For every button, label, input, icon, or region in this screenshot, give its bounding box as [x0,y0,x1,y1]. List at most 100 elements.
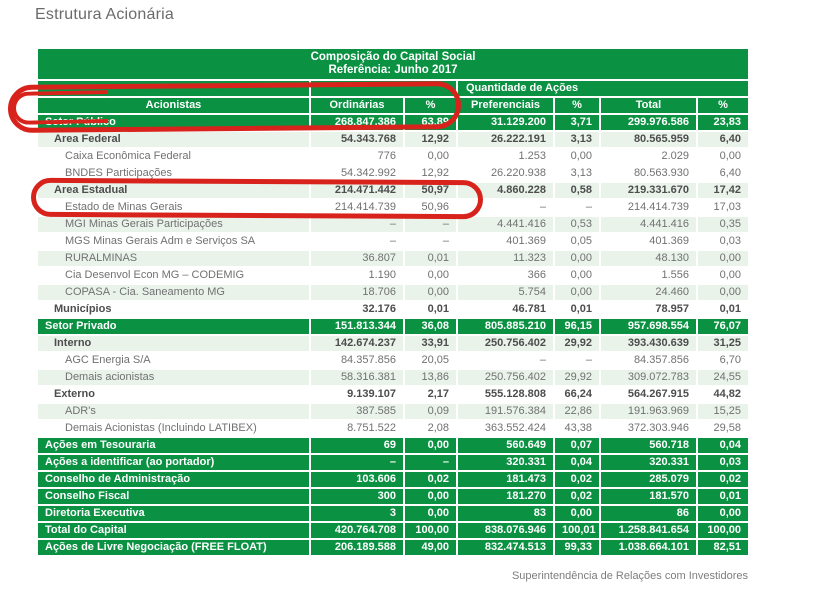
table-row: Conselho Fiscal 300 0,00 181.270 0,02 181.570… [38,487,749,506]
row-value: 4.860.228 [456,181,555,200]
table-row: Cia Desenvol Econ MG – CODEMIG 1.190 0,00 3… [38,266,749,285]
row-value: – [309,453,405,472]
row-value: 29,92 [553,334,601,353]
row-label: Setor Privado [38,317,311,336]
row-value: 0,04 [553,453,601,472]
row-value: 151.813.344 [309,317,405,336]
row-value: 0,00 [403,504,458,523]
row-value: 560.649 [456,436,555,455]
row-value: 0,00 [553,249,601,268]
table-row: Ações em Tesouraria 69 0,00 560.649 0,07 560.… [38,436,749,455]
row-value: 80.565.959 [599,130,698,149]
row-value: 12,92 [403,130,458,149]
table-row: BNDES Participações 54.342.992 12,92 26.220… [38,164,749,183]
row-label: Conselho Fiscal [38,487,311,506]
row-value: 0,00 [695,266,749,285]
row-value: 100,00 [403,521,458,540]
table-row: Estado de Minas Gerais 214.414.739 50,96– –… [38,198,749,217]
group-header-label: Quantidade de Ações [455,79,749,98]
row-value: 32.176 [309,300,405,319]
capital-composition-table: Composição do Capital Social Referência:… [38,47,749,557]
row-value: 181.570 [599,487,698,506]
row-label: Diretoria Executiva [38,504,311,523]
row-value: 214.471.442 [309,181,405,200]
row-label: AGC Energia S/A [38,351,311,370]
row-label: COPASA - Cia. Saneamento MG [38,283,311,302]
table-title-cell: Composição do Capital Social Referência:… [38,47,749,81]
row-value: 0,03 [695,453,749,472]
row-value: 0,03 [695,232,749,251]
row-value: 0,01 [403,249,458,268]
row-value: 54.342.992 [309,164,405,183]
row-label: Caixa Econômica Federal [38,147,311,166]
row-label: Demais Acionistas (Incluindo LATIBEX) [38,419,311,438]
row-label: ADR's [38,402,311,421]
row-label: Conselho de Administração [38,470,311,489]
row-value: 11.323 [456,249,555,268]
row-value: 0,02 [403,470,458,489]
table-row: Demais acionistas 58.316.381 13,86 250.756.… [38,368,749,387]
row-value: 99,33 [553,538,601,557]
row-value: 181.270 [456,487,555,506]
row-value: 2,17 [403,385,458,404]
row-value: 50,96 [403,198,458,217]
row-value: 401.369 [599,232,698,251]
row-value: 29,58 [695,419,749,438]
row-value: 29,92 [553,368,601,387]
column-header-pct-total: % [695,96,749,115]
table-row: ADR's 387.585 0,09 191.576.384 22,86 191.963.… [38,402,749,421]
row-value: 24.460 [599,283,698,302]
row-value: 0,09 [403,402,458,421]
row-value: 26.220.938 [456,164,555,183]
row-value: 0,35 [695,215,749,234]
row-value: 3,71 [553,113,601,132]
row-value: 0,01 [695,300,749,319]
row-value: 83 [456,504,555,523]
row-value: 103.606 [309,470,405,489]
table-row: COPASA - Cia. Saneamento MG 18.706 0,00 5.7… [38,283,749,302]
row-value: 181.473 [456,470,555,489]
row-value: 26.222.191 [456,130,555,149]
row-value: 0,00 [403,266,458,285]
row-value: 33,91 [403,334,458,353]
row-label: Ações em Tesouraria [38,436,311,455]
row-value: 191.576.384 [456,402,555,421]
row-value: 401.369 [456,232,555,251]
row-value: 15,25 [695,402,749,421]
row-value: – [403,453,458,472]
row-value: 268.847.386 [309,113,405,132]
row-value: 20,05 [403,351,458,370]
row-value: 0,04 [695,436,749,455]
row-label: Setor Público [38,113,311,132]
row-value: 9.139.107 [309,385,405,404]
table-row: Ações de Livre Negociação (FREE FLOAT) 20… [38,538,749,557]
row-value: 0,01 [695,487,749,506]
row-value: 31,25 [695,334,749,353]
row-value: – [553,351,601,370]
row-value: 0,01 [403,300,458,319]
row-value: 2,08 [403,419,458,438]
page-title: Estrutura Acionária [35,6,174,23]
row-value: 214.414.739 [309,198,405,217]
row-value: 48.130 [599,249,698,268]
row-value: 0,00 [695,504,749,523]
row-value: 0,00 [695,147,749,166]
column-header-total: Total [599,96,698,115]
row-value: 0,00 [695,249,749,268]
row-value: – [456,198,555,217]
row-value: – [309,215,405,234]
row-value: 832.474.513 [456,538,555,557]
row-label: MGS Minas Gerais Adm e Serviços SA [38,232,311,251]
row-value: 957.698.554 [599,317,698,336]
table-title-line2: Referência: Junho 2017 [328,64,458,76]
table-row: Ações a identificar (ao portador) – –320.3… [38,453,749,472]
row-value: 0,02 [695,470,749,489]
row-label: Demais acionistas [38,368,311,387]
row-value: 80.563.930 [599,164,698,183]
table-row: Area Federal 54.343.768 12,92 26.222.191 3,1… [38,130,749,149]
row-value: 84.357.856 [309,351,405,370]
table-row: Setor Privado 151.813.344 36,08 805.885.210… [38,317,749,336]
row-value: 82,51 [695,538,749,557]
row-value: 8.751.522 [309,419,405,438]
column-header-row: Acionistas Ordinárias % Preferenciais % … [38,96,749,115]
